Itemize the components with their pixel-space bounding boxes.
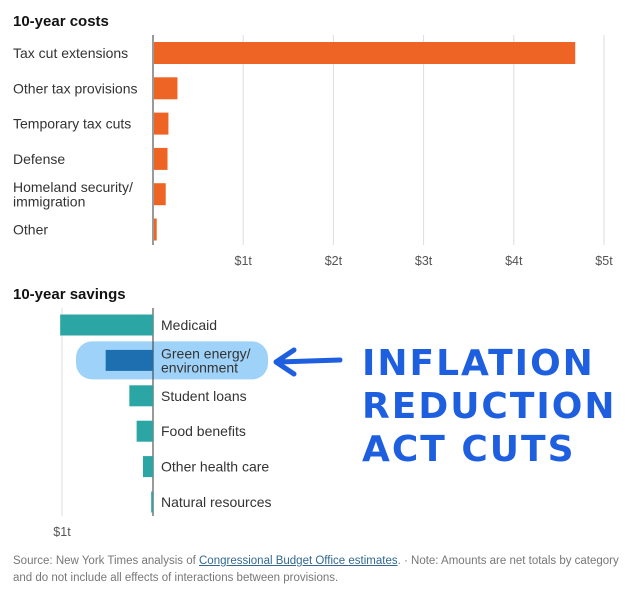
savings-bar-food-benefits xyxy=(136,420,153,442)
savings-bar-other-health-care xyxy=(142,456,153,478)
handwritten-annotation: INFLATION REDUCTION ACT CUTS xyxy=(273,343,617,470)
savings-gridlines xyxy=(61,308,154,516)
note-text: . · Note: Amounts are net totals by cate… xyxy=(13,555,619,584)
costs-gridlines xyxy=(152,35,605,245)
savings-label-other-health-care: Other health care xyxy=(161,459,269,475)
savings-tick-label: $1t xyxy=(53,525,71,539)
annotation-line-2: REDUCTION xyxy=(362,386,617,427)
costs-label-other-tax-provisions: Other tax provisions xyxy=(13,80,138,96)
costs-chart-title: 10-year costs xyxy=(13,13,109,30)
costs-label-temporary-tax-cuts: Temporary tax cuts xyxy=(13,116,131,132)
budget-chart: 10-year costs Tax cut extensions Other ta… xyxy=(13,13,617,539)
savings-label-medicaid: Medicaid xyxy=(161,317,217,333)
costs-tick-labels: $1t $2t $3t $4t $5t xyxy=(235,254,614,268)
arrow-left-icon xyxy=(273,347,343,377)
savings-bar-natural-resources xyxy=(151,491,153,513)
costs-label-other: Other xyxy=(13,222,48,238)
source-prefix: Source: New York Times analysis of xyxy=(13,555,199,567)
costs-label-homeland-security-immigration: Homeland security/immigration xyxy=(13,179,133,210)
savings-label-food-benefits: Food benefits xyxy=(161,423,246,439)
savings-label-student-loans: Student loans xyxy=(161,388,247,404)
costs-bar-other-tax-provisions xyxy=(154,77,178,100)
savings-bar-medicaid xyxy=(60,314,153,336)
costs-bar-tax-cut-extensions xyxy=(154,42,576,64)
costs-category-labels: Tax cut extensions Other tax provisions Te… xyxy=(13,45,138,238)
savings-bar-green-energy-environment xyxy=(105,349,153,371)
savings-bar-student-loans xyxy=(129,385,153,407)
costs-tick-label: $5t xyxy=(595,254,613,268)
costs-bar-homeland-security-immigration xyxy=(154,183,166,206)
savings-bars xyxy=(60,314,153,513)
footnote: Source: New York Times analysis of Congr… xyxy=(13,553,628,587)
costs-label-tax-cut-extensions: Tax cut extensions xyxy=(13,45,128,61)
annotation-line-3: ACT CUTS xyxy=(362,429,576,470)
costs-bar-other xyxy=(154,218,157,241)
costs-bar-defense xyxy=(154,147,168,170)
costs-tick-label: $1t xyxy=(235,254,253,268)
costs-bars xyxy=(154,42,576,241)
costs-label-defense: Defense xyxy=(13,151,65,167)
costs-tick-label: $4t xyxy=(505,254,523,268)
cbo-estimates-link[interactable]: Congressional Budget Office estimates xyxy=(199,555,398,567)
savings-label-green-energy-environment: Green energy/environment xyxy=(161,345,251,375)
costs-tick-label: $3t xyxy=(415,254,433,268)
savings-label-natural-resources: Natural resources xyxy=(161,494,272,510)
annotation-line-1: INFLATION xyxy=(362,343,595,384)
costs-bar-temporary-tax-cuts xyxy=(154,112,169,135)
savings-category-labels: Medicaid Green energy/environment Student … xyxy=(161,317,272,510)
savings-chart-title: 10-year savings xyxy=(13,286,126,303)
costs-tick-label: $2t xyxy=(325,254,343,268)
savings-tick-labels: $1t xyxy=(53,525,71,539)
